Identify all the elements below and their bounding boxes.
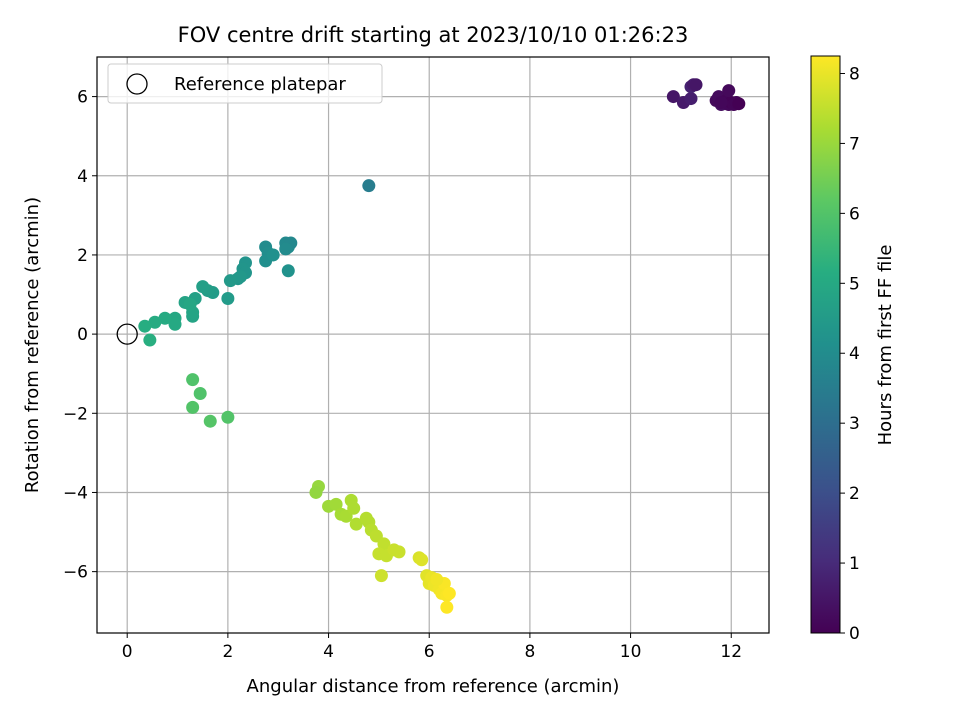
y-tick-label: 2	[77, 246, 88, 266]
data-point	[138, 319, 152, 333]
colorbar-tick-label: 0	[849, 624, 860, 644]
data-point	[666, 90, 680, 104]
colorbar-ticks: 0 1 2 3 4 5 6 7 8	[840, 64, 860, 644]
data-point	[732, 97, 746, 111]
data-point	[377, 537, 391, 551]
data-point	[186, 373, 200, 387]
colorbar-tick-label: 4	[849, 344, 860, 364]
colorbar: 0 1 2 3 4 5 6 7 8 Hours from first FF file	[810, 55, 896, 644]
data-point	[158, 311, 172, 325]
data-point	[392, 545, 406, 559]
data-point	[722, 84, 736, 98]
data-point	[266, 248, 280, 262]
data-point	[440, 600, 454, 614]
y-tick-label: 0	[77, 325, 88, 345]
data-point	[359, 511, 373, 525]
data-point	[193, 386, 207, 400]
legend-entry-reference: Reference platepar	[174, 74, 346, 95]
data-point	[196, 280, 210, 294]
legend: Reference platepar	[107, 63, 383, 104]
data-point	[233, 270, 247, 284]
x-tick-label: 4	[323, 642, 334, 662]
data-point	[221, 291, 235, 305]
data-point	[183, 297, 197, 311]
data-point	[168, 317, 182, 331]
reference-platepar-marker	[116, 323, 138, 345]
colorbar-tick-label: 1	[849, 554, 860, 574]
colorbar-tick-label: 8	[849, 64, 860, 84]
data-points-layer	[116, 78, 746, 614]
data-point	[281, 264, 295, 278]
data-point	[684, 92, 698, 106]
colorbar-tick-label: 5	[849, 274, 860, 294]
x-tick-label: 8	[524, 642, 535, 662]
x-ticks: 0 2 4 6 8 10 12	[122, 633, 742, 662]
x-tick-label: 6	[424, 642, 435, 662]
data-point	[347, 501, 361, 515]
colorbar-tick-label: 3	[849, 414, 860, 434]
data-point	[309, 485, 323, 499]
data-point	[279, 242, 293, 256]
x-tick-label: 0	[122, 642, 133, 662]
data-point	[689, 78, 703, 92]
y-tick-label: −2	[63, 404, 88, 424]
grid-layer	[97, 57, 769, 633]
y-axis-label: Rotation from reference (arcmin)	[22, 197, 43, 493]
colorbar-tick-label: 6	[849, 204, 860, 224]
data-point	[714, 96, 728, 110]
x-tick-label: 12	[720, 642, 742, 662]
y-tick-label: 6	[77, 88, 88, 108]
y-ticks: −6 −4 −2 0 2 4 6	[63, 88, 97, 583]
data-point	[221, 410, 235, 424]
data-point	[203, 414, 217, 428]
legend-reference-marker	[126, 73, 148, 95]
data-point	[223, 274, 237, 288]
colorbar-tick-label: 2	[849, 484, 860, 504]
data-point	[143, 333, 157, 347]
colorbar-tick-label: 7	[849, 134, 860, 154]
x-tick-label: 10	[620, 642, 642, 662]
y-tick-label: −4	[63, 483, 88, 503]
chart-title: FOV centre drift starting at 2023/10/10 …	[178, 23, 689, 47]
data-point	[186, 400, 200, 414]
data-point	[374, 569, 388, 583]
data-point	[148, 315, 162, 329]
x-tick-label: 2	[222, 642, 233, 662]
colorbar-label: Hours from first FF file	[875, 245, 896, 446]
x-axis-label: Angular distance from reference (arcmin)	[247, 676, 620, 697]
colorbar-gradient	[810, 55, 841, 634]
data-point	[442, 586, 456, 600]
legend-box	[107, 63, 383, 104]
plot-area-frame	[96, 56, 770, 634]
data-point	[415, 553, 429, 567]
data-point	[430, 573, 444, 587]
data-point	[362, 179, 376, 193]
data-point	[349, 517, 363, 531]
y-tick-label: −6	[63, 563, 88, 583]
data-point	[329, 497, 343, 511]
y-tick-label: 4	[77, 167, 88, 187]
